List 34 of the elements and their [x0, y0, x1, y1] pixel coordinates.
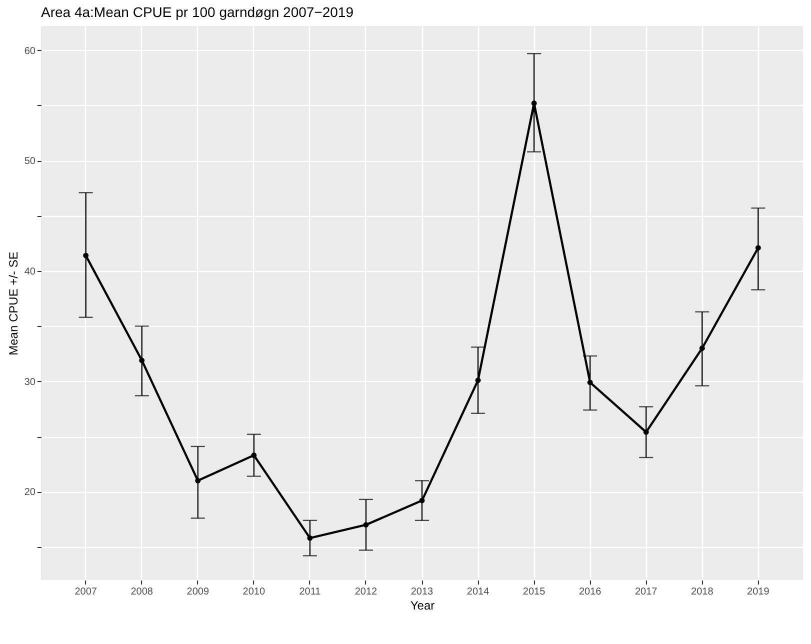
- x-tick-label: 2016: [578, 586, 602, 598]
- point: [195, 478, 201, 484]
- point: [363, 522, 369, 528]
- x-tick-label: 2014: [466, 586, 490, 598]
- point: [139, 358, 145, 364]
- y-tick-label: 20: [24, 487, 36, 498]
- x-tick-label: 2019: [747, 586, 770, 598]
- x-tick-label: 2015: [522, 586, 546, 598]
- x-tick-label: 2010: [242, 586, 266, 598]
- point: [419, 498, 425, 504]
- x-tick-label: 2007: [74, 586, 98, 598]
- point: [83, 252, 89, 258]
- y-tick-label: 40: [24, 266, 36, 278]
- x-tick-label: 2011: [299, 586, 322, 598]
- x-tick-label: 2017: [634, 586, 658, 598]
- chart-title: Area 4a:Mean CPUE pr 100 garndøgn 2007−2019: [41, 4, 354, 20]
- point: [699, 346, 705, 351]
- point: [531, 100, 537, 106]
- point: [643, 429, 649, 435]
- x-tick-label: 2013: [410, 586, 434, 598]
- y-axis-title: Mean CPUE +/- SE: [6, 252, 20, 356]
- point: [475, 378, 481, 383]
- point: [307, 535, 313, 541]
- y-tick-label: 30: [24, 376, 36, 388]
- point: [755, 245, 761, 251]
- x-axis-title: Year: [410, 598, 435, 612]
- point: [587, 380, 593, 386]
- y-tick-label: 50: [24, 156, 36, 168]
- y-tick-label: 60: [24, 46, 36, 57]
- point: [251, 452, 257, 458]
- x-tick-label: 2012: [354, 586, 378, 598]
- x-tick-label: 2018: [691, 586, 714, 598]
- x-tick-label: 2009: [186, 586, 210, 598]
- x-tick-label: 2008: [130, 586, 154, 598]
